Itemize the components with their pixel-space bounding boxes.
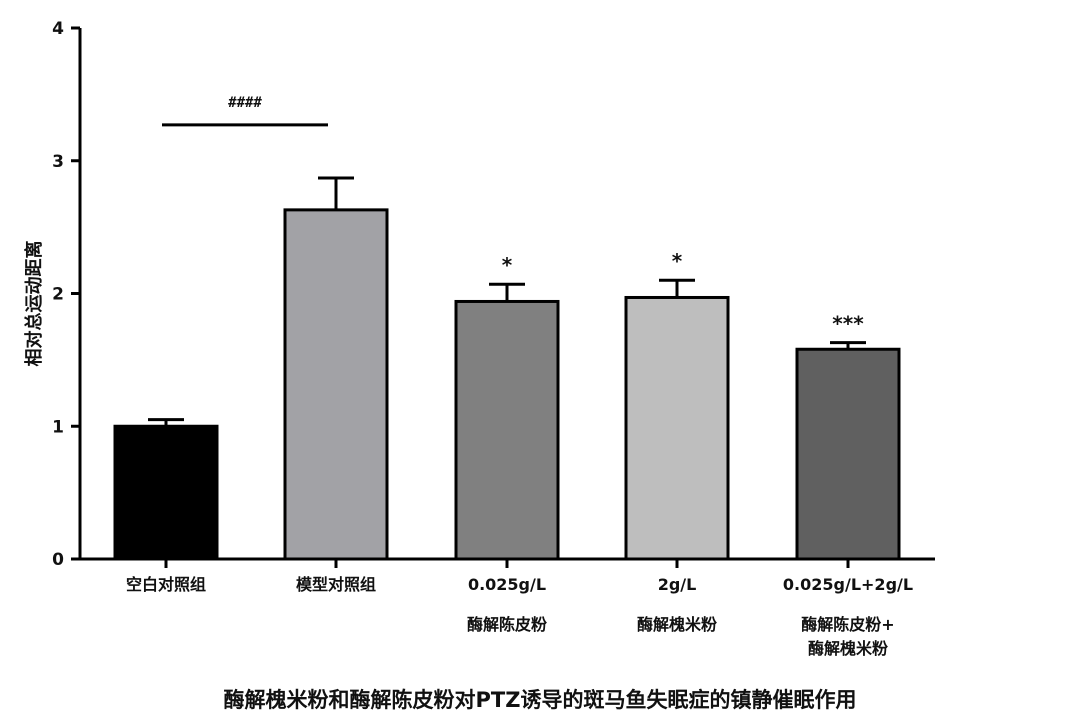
bar-0	[113, 424, 219, 561]
y-tick-label-3: 3	[52, 152, 64, 172]
y-axis-title: 相对总运动距离	[23, 241, 45, 367]
bar-4	[795, 347, 901, 561]
x-tick-label-2-1: 酶解陈皮粉	[467, 615, 547, 634]
significance-label-2: *	[502, 253, 513, 277]
x-tick-label-1-0: 模型对照组	[296, 575, 376, 594]
axes-layer	[71, 26, 935, 568]
y-tick-label-4: 4	[52, 19, 64, 39]
bar-1	[283, 208, 389, 561]
y-tick-label-2: 2	[52, 285, 64, 305]
x-tick-label-3-0: 2g/L	[658, 575, 697, 594]
x-tick-label-3-1: 酶解槐米粉	[637, 615, 717, 634]
comparison-label: ####	[228, 95, 262, 111]
figure-caption: 酶解槐米粉和酶解陈皮粉对PTZ诱导的斑马鱼失眠症的镇静催眠作用	[223, 688, 857, 712]
x-tick-label-0-0: 空白对照组	[126, 575, 206, 594]
bar-2	[454, 299, 560, 561]
significance-label-3: *	[672, 249, 683, 273]
bars-layer	[113, 176, 901, 561]
bar-3	[624, 295, 730, 561]
y-tick-label-1: 1	[52, 417, 64, 437]
x-tick-label-4-2: 酶解槐米粉	[808, 639, 888, 658]
y-tick-label-0: 0	[52, 550, 64, 570]
significance-label-4: ***	[832, 312, 864, 336]
x-tick-label-2-0: 0.025g/L	[468, 575, 546, 594]
x-tick-label-4-0: 0.025g/L+2g/L	[783, 575, 913, 594]
x-tick-label-4-1: 酶解陈皮粉+	[801, 615, 894, 634]
